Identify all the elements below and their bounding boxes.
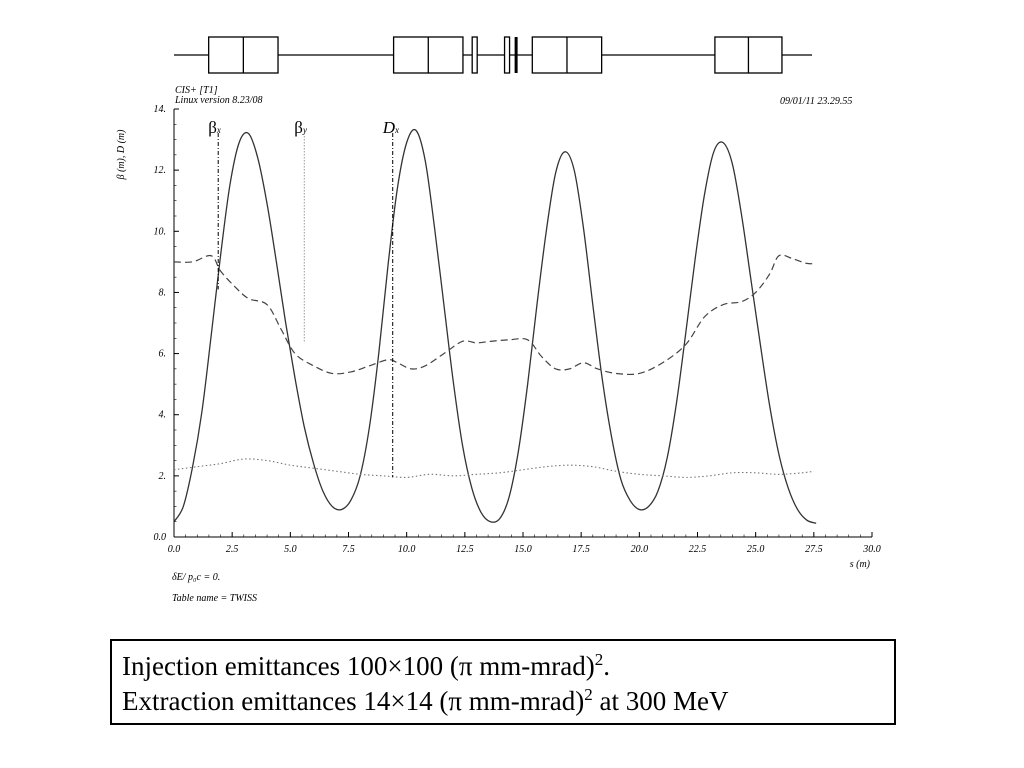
caption-line-2-tail: at 300 MeV <box>592 686 729 716</box>
caption-line-1-sup: 2 <box>594 650 604 669</box>
caption-line-1-tail: . <box>603 651 610 681</box>
x-tick-label-8: 20.0 <box>631 544 649 555</box>
series-line-0 <box>173 129 817 524</box>
y-tick-label-4: 8. <box>159 287 167 298</box>
series-line-1 <box>173 458 814 478</box>
x-tick-label-6: 15.0 <box>514 544 532 555</box>
lattice-element-3 <box>503 36 511 74</box>
x-tick-label-4: 10.0 <box>398 544 416 555</box>
x-tick-label-9: 22.5 <box>689 544 707 555</box>
y-tick-label-3: 6. <box>159 349 167 360</box>
program-label: CIS+ [T1] <box>175 85 218 96</box>
x-tick-label-11: 27.5 <box>805 544 823 555</box>
y-tick-label-0: 0.0 <box>154 532 167 543</box>
x-tick-label-5: 12.5 <box>456 544 474 555</box>
x-tick-label-2: 5.0 <box>284 544 297 555</box>
lattice-element-4 <box>514 37 518 73</box>
legend-label-1: βy <box>294 118 307 137</box>
x-tick-label-1: 2.5 <box>226 544 239 555</box>
series-line-2 <box>173 254 817 376</box>
caption-box: Injection emittances 100×100 (π mm-mrad)… <box>110 639 896 725</box>
lattice-element-2 <box>471 36 478 74</box>
caption-line-1-main: Injection emittances 100×100 (π mm-mrad) <box>122 651 595 681</box>
legend-label-2: Dx <box>382 118 399 137</box>
y-tick-label-2: 4. <box>159 410 167 421</box>
x-tick-label-3: 7.5 <box>342 544 355 555</box>
y-tick-label-1: 2. <box>159 471 167 482</box>
legend-label-0: βx <box>208 118 221 137</box>
caption-line-2-main: Extraction emittances 14×14 (π mm-mrad) <box>122 686 585 716</box>
y-axis-label: β (m), D (m) <box>116 129 127 181</box>
x-axis-label: s (m) <box>850 559 871 570</box>
x-tick-label-7: 17.5 <box>572 544 590 555</box>
y-tick-label-5: 10. <box>154 226 167 237</box>
x-tick-label-0: 0.0 <box>168 544 181 555</box>
delta-label: δE/ p₀c = 0. <box>172 572 221 583</box>
timestamp-label: 09/01/11 23.29.55 <box>780 96 853 107</box>
caption-line-2-sup: 2 <box>584 685 593 704</box>
x-tick-label-10: 25.0 <box>747 544 765 555</box>
y-tick-label-7: 14. <box>154 104 167 115</box>
table-name-label: Table name = TWISS <box>172 593 257 604</box>
version-label: Linux version 8.23/08 <box>175 95 263 106</box>
lattice-diagram <box>174 36 812 74</box>
y-tick-label-6: 12. <box>154 165 167 176</box>
optics-chart: 0.0 2. 4. 6. 8. 10. 12. 14. 0.0 2.5 5.0 7.5 10.0 12.5… <box>116 104 881 570</box>
x-tick-label-12: 30.0 <box>862 544 881 555</box>
caption-line-2: Extraction emittances 14×14 (π mm-mrad)2… <box>122 684 884 719</box>
caption-line-1: Injection emittances 100×100 (π mm-mrad)… <box>122 649 884 684</box>
